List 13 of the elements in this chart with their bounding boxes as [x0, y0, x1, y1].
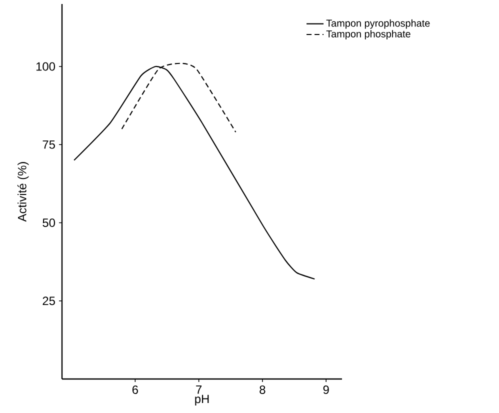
legend-label: Tampon pyrophosphate: [326, 19, 430, 29]
y-axis-title: Activité (%): [17, 162, 29, 222]
y-tick-label: 75: [42, 140, 55, 149]
y-tick-label: 25: [42, 296, 55, 306]
y-tick-label: 100: [36, 62, 56, 71]
y-tick-label: 50: [42, 218, 56, 227]
legend-label: Tampon phosphate: [326, 30, 410, 40]
x-axis-title: pH: [195, 394, 209, 406]
x-tick-label: 8: [260, 386, 266, 394]
x-tick-label: 9: [323, 386, 329, 394]
x-tick-label: 6: [132, 386, 138, 394]
line-series: [74, 66, 316, 280]
x-tick-label: 7: [196, 386, 202, 394]
